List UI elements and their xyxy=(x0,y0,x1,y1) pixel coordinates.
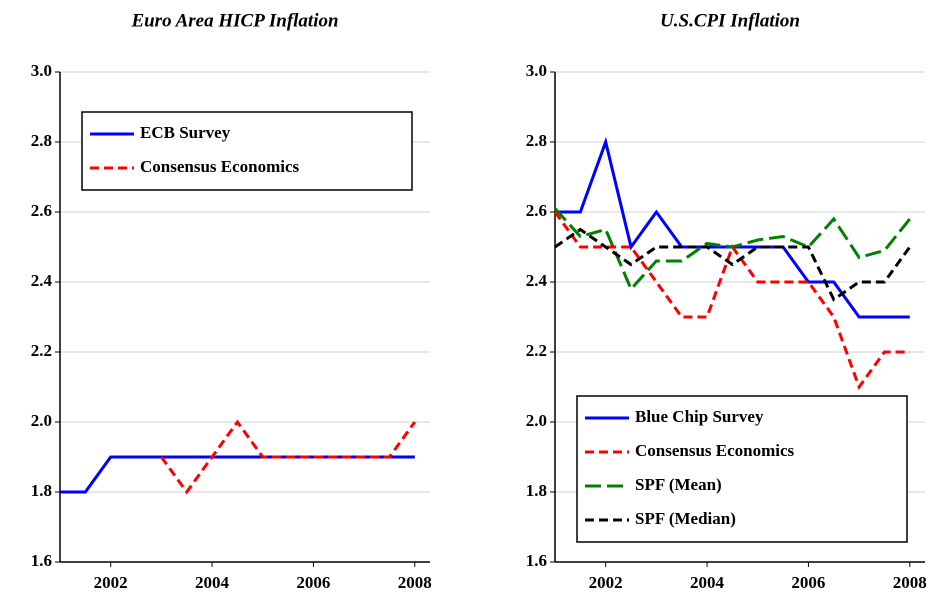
y-tick-label: 2.6 xyxy=(31,201,52,220)
y-tick-label: 2.0 xyxy=(526,411,547,430)
y-tick-label: 1.6 xyxy=(31,551,52,570)
y-tick-label: 2.0 xyxy=(31,411,52,430)
legend-label: Consensus Economics xyxy=(140,157,300,176)
y-tick-label: 2.4 xyxy=(526,271,548,290)
legend-label: ECB Survey xyxy=(140,123,231,142)
series-line xyxy=(555,136,910,319)
legend-label: SPF (Median) xyxy=(635,509,736,528)
y-tick-label: 1.6 xyxy=(526,551,547,570)
y-tick-label: 1.8 xyxy=(31,481,52,500)
series-line xyxy=(60,455,415,494)
x-tick-label: 2002 xyxy=(589,573,623,592)
y-tick-label: 2.2 xyxy=(31,341,52,360)
legend-label: SPF (Mean) xyxy=(635,475,722,494)
x-tick-label: 2006 xyxy=(791,573,825,592)
x-tick-label: 2004 xyxy=(690,573,725,592)
chart-title: U.S.CPI Inflation xyxy=(660,10,800,31)
y-tick-label: 1.8 xyxy=(526,481,547,500)
legend-label: Consensus Economics xyxy=(635,441,795,460)
series-line xyxy=(554,227,912,302)
y-tick-label: 2.4 xyxy=(31,271,53,290)
y-tick-label: 3.0 xyxy=(31,61,52,80)
y-tick-label: 2.2 xyxy=(526,341,547,360)
x-tick-label: 2004 xyxy=(195,573,230,592)
x-tick-label: 2002 xyxy=(94,573,128,592)
y-tick-label: 2.8 xyxy=(526,131,547,150)
legend-label: Blue Chip Survey xyxy=(635,407,764,426)
chart-title: Euro Area HICP Inflation xyxy=(130,10,338,31)
x-tick-label: 2008 xyxy=(398,573,432,592)
x-tick-label: 2008 xyxy=(893,573,927,592)
x-tick-label: 2006 xyxy=(296,573,330,592)
legend-box xyxy=(576,395,908,543)
y-tick-label: 3.0 xyxy=(526,61,547,80)
series-line xyxy=(553,207,911,292)
series-line xyxy=(160,419,417,495)
y-tick-label: 2.6 xyxy=(526,201,547,220)
y-tick-label: 2.8 xyxy=(31,131,52,150)
legend-box xyxy=(81,111,413,191)
